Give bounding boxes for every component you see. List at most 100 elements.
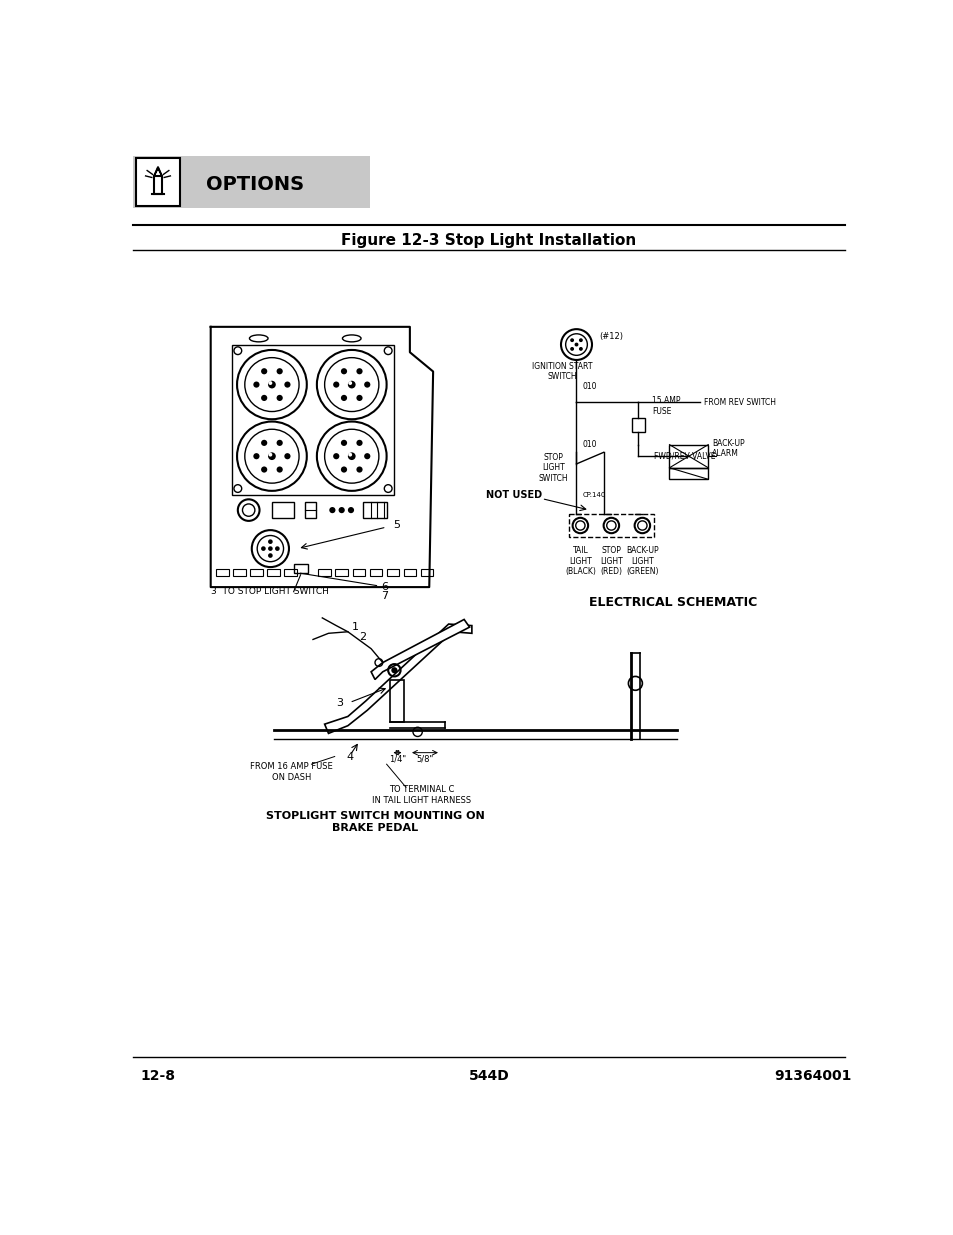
- Circle shape: [356, 395, 362, 401]
- Text: 2: 2: [359, 632, 366, 642]
- Circle shape: [276, 467, 282, 473]
- Circle shape: [356, 467, 362, 473]
- Text: 7: 7: [381, 592, 388, 601]
- Bar: [568, 514, 654, 537]
- Circle shape: [261, 546, 266, 551]
- Circle shape: [268, 546, 273, 551]
- Text: 12-8: 12-8: [140, 1070, 175, 1083]
- Circle shape: [268, 452, 275, 461]
- Text: 15 AMP
FUSE: 15 AMP FUSE: [652, 396, 680, 416]
- Bar: [403, 569, 416, 576]
- Circle shape: [348, 453, 352, 457]
- Circle shape: [253, 453, 259, 459]
- Text: TAIL
LIGHT
(BLACK): TAIL LIGHT (BLACK): [564, 546, 596, 576]
- Bar: [353, 569, 365, 576]
- Circle shape: [570, 347, 574, 351]
- Circle shape: [268, 453, 272, 457]
- Text: 1/4": 1/4": [389, 755, 406, 763]
- Text: BACK-UP
LIGHT
(GREEN): BACK-UP LIGHT (GREEN): [625, 546, 658, 576]
- Circle shape: [329, 508, 335, 514]
- Text: 1: 1: [352, 622, 358, 632]
- Circle shape: [356, 368, 362, 374]
- Circle shape: [391, 667, 397, 673]
- Bar: [390, 679, 404, 721]
- Text: 91364001: 91364001: [774, 1070, 851, 1083]
- Circle shape: [261, 440, 267, 446]
- Bar: [272, 503, 294, 517]
- Bar: [232, 345, 394, 495]
- Bar: [305, 503, 315, 517]
- FancyBboxPatch shape: [133, 156, 369, 209]
- Circle shape: [268, 380, 275, 389]
- Circle shape: [268, 382, 272, 385]
- Circle shape: [333, 382, 339, 388]
- Bar: [284, 569, 296, 576]
- Bar: [386, 569, 398, 576]
- Bar: [369, 569, 381, 576]
- Bar: [267, 569, 279, 576]
- Text: FWD/REV VALVE: FWD/REV VALVE: [654, 452, 715, 461]
- Circle shape: [276, 368, 282, 374]
- Text: STOPLIGHT SWITCH MOUNTING ON
BRAKE PEDAL: STOPLIGHT SWITCH MOUNTING ON BRAKE PEDAL: [265, 811, 484, 832]
- Polygon shape: [371, 620, 469, 679]
- Bar: [318, 569, 331, 576]
- Circle shape: [340, 440, 347, 446]
- Circle shape: [348, 508, 354, 514]
- Circle shape: [261, 368, 267, 374]
- Text: 4: 4: [346, 752, 354, 762]
- Circle shape: [274, 546, 279, 551]
- Bar: [233, 569, 245, 576]
- Circle shape: [578, 347, 582, 351]
- Text: 6: 6: [381, 582, 388, 592]
- Text: 010: 010: [582, 383, 597, 391]
- Circle shape: [348, 382, 352, 385]
- Bar: [335, 569, 348, 576]
- Circle shape: [284, 382, 291, 388]
- Circle shape: [276, 440, 282, 446]
- Bar: [216, 569, 229, 576]
- Text: STOP
LIGHT
(RED): STOP LIGHT (RED): [599, 546, 622, 576]
- Circle shape: [348, 380, 355, 389]
- Circle shape: [578, 338, 582, 342]
- Circle shape: [364, 453, 370, 459]
- Circle shape: [268, 553, 273, 558]
- Text: FROM 16 AMP FUSE
ON DASH: FROM 16 AMP FUSE ON DASH: [250, 762, 333, 782]
- Text: 544D: 544D: [468, 1070, 509, 1083]
- Text: CP.140: CP.140: [582, 492, 605, 498]
- Circle shape: [570, 338, 574, 342]
- Circle shape: [333, 453, 339, 459]
- Bar: [669, 445, 707, 468]
- Circle shape: [348, 452, 355, 461]
- Text: (#12): (#12): [599, 332, 623, 341]
- Polygon shape: [324, 624, 472, 734]
- Circle shape: [338, 508, 344, 514]
- Text: 010: 010: [582, 440, 597, 450]
- Bar: [136, 158, 180, 206]
- Bar: [363, 503, 386, 517]
- Text: STOP
LIGHT
SWITCH: STOP LIGHT SWITCH: [537, 453, 567, 483]
- Bar: [294, 564, 307, 573]
- Text: TO TERMINAL C
IN TAIL LIGHT HARNESS: TO TERMINAL C IN TAIL LIGHT HARNESS: [372, 785, 471, 805]
- Circle shape: [253, 382, 259, 388]
- Text: 5/8": 5/8": [416, 755, 433, 763]
- Circle shape: [340, 368, 347, 374]
- Circle shape: [574, 342, 578, 347]
- Text: Figure 12-3 Stop Light Installation: Figure 12-3 Stop Light Installation: [341, 233, 636, 248]
- Text: BACK-UP
ALARM: BACK-UP ALARM: [711, 438, 744, 458]
- Circle shape: [340, 395, 347, 401]
- Circle shape: [268, 540, 273, 543]
- Bar: [669, 468, 707, 479]
- Bar: [250, 569, 262, 576]
- Text: NOT USED: NOT USED: [486, 490, 542, 500]
- Text: 5: 5: [394, 520, 400, 531]
- Bar: [632, 417, 644, 431]
- Text: 3: 3: [336, 698, 343, 708]
- Circle shape: [364, 382, 370, 388]
- Text: IGNITION START
SWITCH: IGNITION START SWITCH: [532, 362, 592, 382]
- Circle shape: [261, 395, 267, 401]
- Text: 3  TO STOP LIGHT SWITCH: 3 TO STOP LIGHT SWITCH: [211, 587, 328, 597]
- Circle shape: [261, 467, 267, 473]
- Circle shape: [340, 467, 347, 473]
- Circle shape: [276, 395, 282, 401]
- Bar: [420, 569, 433, 576]
